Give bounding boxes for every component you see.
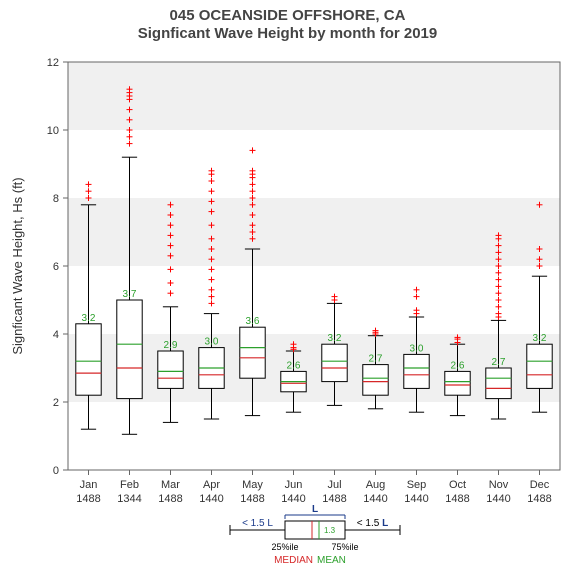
box [486,368,511,399]
y-tick-label: 12 [47,57,59,69]
x-tick-month: Feb [120,479,139,491]
mean-label: 3.7 [123,289,137,300]
x-tick-month: Aug [366,479,386,491]
x-tick-month: Jul [327,479,341,491]
x-tick-count: 1440 [281,493,305,505]
x-tick-month: Sep [407,479,427,491]
chart-title-2: Signficant Wave Height by month for 2019 [138,25,438,42]
x-tick-count: 1488 [527,493,551,505]
box [76,324,101,395]
x-tick-month: May [242,479,263,491]
mean-label: 2.7 [369,354,383,365]
legend-whisker-label: < 1.5 L [242,518,273,529]
mean-label: 2.6 [451,360,465,371]
legend-whisker-label: < 1.5 L [357,518,388,529]
legend-mean-label: MEAN [317,555,346,566]
x-tick-month: Apr [203,479,220,491]
x-tick-count: 1488 [322,493,346,505]
x-tick-month: Oct [449,479,466,491]
x-tick-month: Mar [161,479,180,491]
chart-title-1: 045 OCEANSIDE OFFSHORE, CA [170,7,406,24]
x-tick-count: 1488 [240,493,264,505]
mean-label: 2.6 [287,360,301,371]
y-tick-label: 2 [53,397,59,409]
grid-band [68,62,560,130]
y-tick-label: 4 [53,329,59,341]
boxplot-chart: 0 2 4 6 8 10 12 Signficant Wave Height, Hs (ft)… [0,0,575,580]
legend-L-label: L [312,504,318,515]
legend-box [285,521,345,539]
mean-label: 2.9 [164,340,178,351]
box [445,371,470,395]
x-tick-month: Jan [80,479,98,491]
x-tick-count: 1488 [76,493,100,505]
legend-q1-label: 25%ile [271,542,298,552]
x-tick-count: 1488 [445,493,469,505]
x-tick-count: 1440 [363,493,387,505]
mean-label: 3.2 [328,333,342,344]
box [527,344,552,388]
mean-label: 3.2 [82,313,96,324]
x-tick-count: 1344 [117,493,141,505]
mean-label: 2.7 [492,357,506,368]
legend-median-label: MEDIAN [274,555,313,566]
box [240,327,265,378]
x-tick-month: Jun [285,479,303,491]
x-tick-count: 1440 [199,493,223,505]
box [322,344,347,381]
legend-q3-label: 75%ile [331,542,358,552]
mean-label: 3.0 [410,343,424,354]
box [404,354,429,388]
mean-label: 3.6 [246,316,260,327]
x-tick-count: 1488 [158,493,182,505]
y-tick-label: 6 [53,261,59,273]
y-tick-label: 10 [47,125,59,137]
x-tick-count: 1440 [404,493,428,505]
box [158,351,183,388]
mean-label: 3.0 [205,337,219,348]
x-tick-month: Dec [530,479,550,491]
y-tick-label: 8 [53,193,59,205]
grid-band [68,198,560,266]
y-tick-label: 0 [53,465,59,477]
mean-label: 3.2 [533,333,547,344]
y-axis-label: Signficant Wave Height, Hs (ft) [10,177,25,354]
x-tick-month: Nov [489,479,509,491]
box [117,300,142,399]
legend-mean-val: 1.3 [324,526,336,535]
box [363,365,388,396]
x-tick-count: 1440 [486,493,510,505]
